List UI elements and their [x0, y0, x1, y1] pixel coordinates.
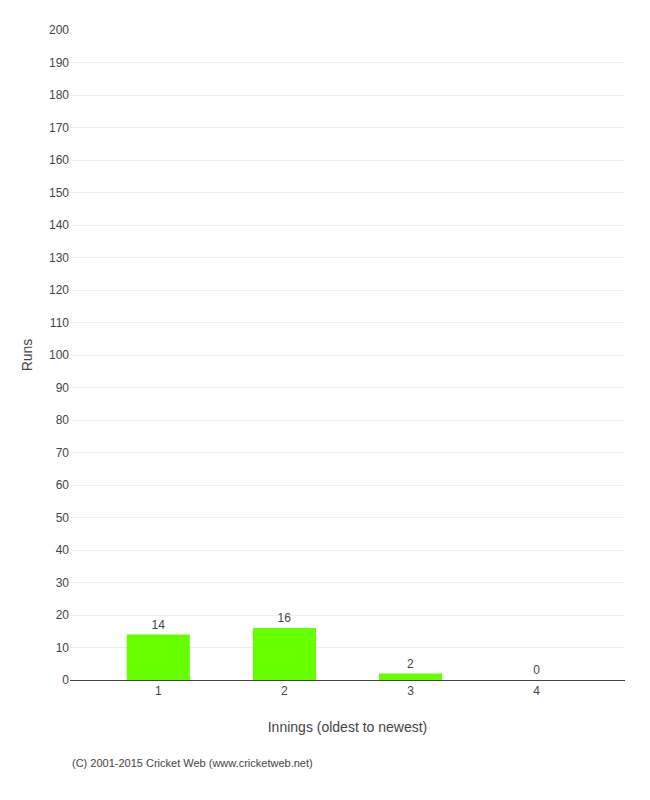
- svg-text:10: 10: [56, 641, 70, 655]
- svg-text:4: 4: [533, 684, 540, 698]
- svg-text:20: 20: [56, 608, 70, 622]
- svg-text:160: 160: [49, 153, 69, 167]
- svg-text:0: 0: [62, 673, 69, 687]
- svg-text:190: 190: [49, 56, 69, 70]
- svg-text:0: 0: [533, 663, 540, 677]
- svg-text:60: 60: [56, 478, 70, 492]
- svg-text:2: 2: [281, 684, 288, 698]
- svg-text:200: 200: [49, 23, 69, 37]
- svg-text:180: 180: [49, 88, 69, 102]
- svg-text:1: 1: [155, 684, 162, 698]
- svg-text:14: 14: [151, 618, 165, 632]
- svg-text:(C) 2001-2015 Cricket Web (www: (C) 2001-2015 Cricket Web (www.cricketwe…: [72, 757, 313, 769]
- svg-text:150: 150: [49, 186, 69, 200]
- svg-text:110: 110: [50, 316, 69, 330]
- svg-text:Runs: Runs: [19, 339, 35, 372]
- svg-text:50: 50: [56, 511, 70, 525]
- svg-text:80: 80: [56, 413, 70, 427]
- svg-text:170: 170: [49, 121, 69, 135]
- svg-text:140: 140: [49, 218, 69, 232]
- svg-text:30: 30: [56, 576, 70, 590]
- svg-text:90: 90: [56, 381, 70, 395]
- svg-text:70: 70: [56, 446, 70, 460]
- svg-text:40: 40: [56, 543, 70, 557]
- svg-text:100: 100: [49, 348, 69, 362]
- svg-text:2: 2: [407, 657, 414, 671]
- svg-text:130: 130: [49, 251, 69, 265]
- svg-text:Innings (oldest to newest): Innings (oldest to newest): [268, 719, 428, 735]
- svg-text:3: 3: [407, 684, 414, 698]
- svg-text:120: 120: [49, 283, 69, 297]
- svg-text:16: 16: [278, 611, 292, 625]
